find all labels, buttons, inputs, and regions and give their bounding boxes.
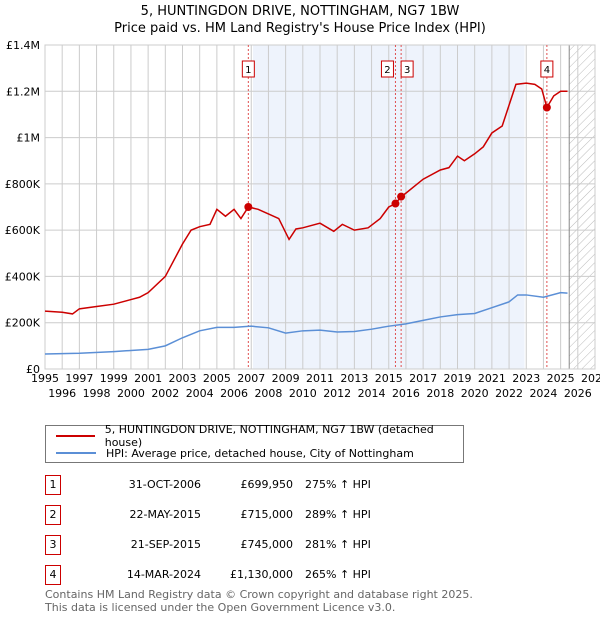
x-tick-label: 2020 (461, 387, 489, 400)
sale-point (397, 192, 406, 201)
sale-label-box (540, 60, 554, 78)
x-tick-label: 1998 (83, 387, 111, 400)
x-tick-label: 2007 (237, 372, 265, 385)
legend-blue-label: HPI: Average price, detached house, City… (106, 446, 414, 460)
x-tick-label: 2010 (289, 387, 317, 400)
footer-line2: This data is licensed under the Open Gov… (45, 601, 396, 614)
x-tick-label: 2023 (512, 372, 540, 385)
x-tick-label: 2006 (220, 387, 248, 400)
x-tick-label: 2000 (117, 387, 145, 400)
sale-date: 22-MAY-2015 (129, 508, 201, 521)
x-tick-label: 2013 (340, 372, 368, 385)
sale-price: £715,000 (240, 508, 294, 521)
sale-price: £1,130,000 (230, 568, 293, 581)
x-tick-label: 2021 (478, 372, 506, 385)
x-tick-label: 2009 (272, 372, 300, 385)
footer-line1: Contains HM Land Registry data © Crown c… (45, 588, 473, 601)
sale-hpi: 289% ↑ HPI (305, 508, 371, 521)
sale-hpi: 275% ↑ HPI (305, 478, 371, 491)
sale-number: 2 (45, 505, 61, 525)
x-tick-label: 2018 (426, 387, 454, 400)
x-tick-label: 2024 (529, 387, 557, 400)
sale-point (244, 203, 253, 212)
sale-number: 1 (45, 475, 61, 495)
sale-label-box (400, 60, 414, 78)
sale-row: 2 22-MAY-2015 £715,000 289% ↑ HPI (45, 505, 465, 527)
sale-label-box (380, 60, 394, 78)
sale-row: 4 14-MAR-2024 £1,130,000 265% ↑ HPI (45, 565, 465, 587)
sale-hpi: 281% ↑ HPI (305, 538, 371, 551)
x-tick-label: 2025 (547, 372, 575, 385)
x-tick-label: 2019 (444, 372, 472, 385)
x-tick-label: 2027 (581, 372, 600, 385)
legend-red-swatch (56, 435, 95, 437)
y-tick-label: £400K (5, 270, 41, 283)
sale-price: £745,000 (240, 538, 294, 551)
sale-date: 21-SEP-2015 (130, 538, 201, 551)
y-tick-label: £0 (26, 363, 40, 376)
x-tick-label: 1996 (48, 387, 76, 400)
plot-border (44, 44, 596, 370)
legend-red-label: 5, HUNTINGDON DRIVE, NOTTINGHAM, NG7 1BW… (104, 423, 434, 449)
y-tick-label: £1.4M (6, 39, 40, 52)
sale-row: 1 31-OCT-2006 £699,950 275% ↑ HPI (45, 475, 465, 497)
footer: Contains HM Land Registry data © Crown c… (45, 588, 473, 614)
x-tick-label: 2003 (169, 372, 197, 385)
x-tick-label: 2008 (254, 387, 282, 400)
x-tick-label: 1997 (65, 372, 93, 385)
sale-date: 14-MAR-2024 (126, 568, 201, 581)
x-tick-label: 1995 (31, 372, 59, 385)
legend-blue-swatch (56, 452, 96, 454)
y-tick-label: £1.2M (6, 85, 40, 98)
chart-title: 5, HUNTINGDON DRIVE, NOTTINGHAM, NG7 1BW (140, 4, 460, 19)
x-tick-label: 2005 (203, 372, 231, 385)
chart-subtitle: Price paid vs. HM Land Registry's House … (114, 21, 486, 36)
price-line (44, 82, 568, 315)
sale-hpi: 265% ↑ HPI (305, 568, 371, 581)
x-tick-label: 2002 (151, 387, 179, 400)
sale-label-box (241, 60, 255, 78)
x-tick-label: 2022 (495, 387, 523, 400)
x-tick-label: 1999 (100, 372, 128, 385)
hpi-line (44, 291, 568, 355)
sale-label: 4 (544, 65, 550, 76)
sale-label: 1 (245, 65, 251, 76)
x-tick-label: 2001 (134, 372, 162, 385)
x-tick-label: 2004 (186, 387, 214, 400)
y-tick-label: £600K (5, 224, 41, 237)
sale-label: 2 (384, 65, 390, 76)
sale-point (391, 199, 400, 208)
y-tick-label: £1M (17, 132, 41, 145)
sale-number: 3 (45, 535, 61, 555)
sale-number: 4 (45, 565, 61, 585)
x-tick-label: 2015 (375, 372, 403, 385)
x-tick-label: 2014 (358, 387, 386, 400)
sale-date: 31-OCT-2006 (128, 478, 201, 491)
legend: 5, HUNTINGDON DRIVE, NOTTINGHAM, NG7 1BW… (45, 423, 464, 463)
x-tick-label: 2017 (409, 372, 437, 385)
x-tick-label: 2011 (306, 372, 334, 385)
x-tick-label: 2012 (323, 387, 351, 400)
sale-point (542, 103, 551, 112)
x-tick-label: 2016 (392, 387, 420, 400)
sale-label: 3 (404, 65, 410, 76)
x-tick-label: 2026 (564, 387, 592, 400)
y-tick-label: £800K (5, 178, 41, 191)
plot-area: 1995 1996 1997 1998 1999 2000 2001 2002 2003 2004… (5, 39, 600, 400)
y-tick-label: £200K (5, 317, 41, 330)
sale-price: £699,950 (240, 478, 294, 491)
forecast-hatch (569, 45, 595, 369)
sale-row: 3 21-SEP-2015 £745,000 281% ↑ HPI (45, 535, 465, 557)
